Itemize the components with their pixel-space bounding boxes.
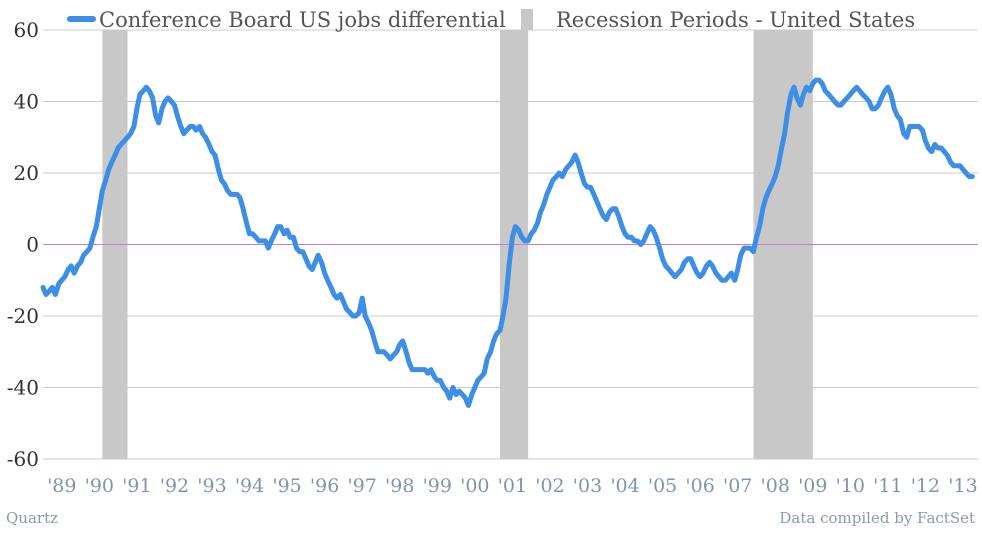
- x-tick-label: '97: [347, 475, 376, 497]
- x-tick-label: '98: [385, 475, 414, 497]
- series-line-jobs-differential: [40, 77, 975, 408]
- source-left-label: Quartz: [6, 509, 58, 527]
- x-tick-label: '90: [85, 475, 114, 497]
- legend-label-recession: Recession Periods - United States: [556, 8, 915, 32]
- y-tick-label: 40: [14, 90, 39, 114]
- x-tick-label: '93: [197, 475, 226, 497]
- x-tick-label: '02: [535, 475, 564, 497]
- legend-recession-swatch: [521, 9, 533, 30]
- y-tick-label: 60: [14, 18, 39, 42]
- y-tick-label: 0: [26, 233, 39, 257]
- x-tick-label: '09: [798, 475, 827, 497]
- legend-label-jobs-differential: Conference Board US jobs differential: [99, 8, 506, 32]
- y-tick-label: -40: [7, 376, 39, 400]
- x-tick-label: '07: [723, 475, 752, 497]
- source-right-label: Data compiled by FactSet: [779, 509, 975, 527]
- x-tick-label: '94: [235, 475, 264, 497]
- y-tick-label: -60: [7, 447, 39, 471]
- x-tick-label: '03: [573, 475, 602, 497]
- legend: Conference Board US jobs differential Re…: [67, 8, 915, 32]
- x-tick-label: '00: [460, 475, 489, 497]
- x-tick-label: '13: [948, 475, 977, 497]
- x-tick-label: '12: [911, 475, 940, 497]
- x-tick-label: '10: [836, 475, 865, 497]
- x-tick-label: '05: [648, 475, 677, 497]
- y-tick-label: -20: [7, 304, 39, 328]
- x-tick-label: '01: [498, 475, 527, 497]
- x-tick-label: '92: [160, 475, 189, 497]
- x-axis-ticks: '89 '90 '91 '92 '93 '94 '95 '96 '97 '98 '99 '00 '01 '…: [47, 475, 978, 497]
- y-tick-label: 20: [14, 161, 39, 185]
- x-tick-label: '99: [423, 475, 452, 497]
- x-tick-label: '95: [272, 475, 301, 497]
- x-tick-label: '89: [47, 475, 76, 497]
- x-tick-label: '11: [873, 475, 902, 497]
- y-axis-ticks: 60 40 20 0 -20 -40 -60: [7, 18, 39, 471]
- x-tick-label: '06: [685, 475, 714, 497]
- x-tick-label: '91: [122, 475, 151, 497]
- x-tick-label: '96: [310, 475, 339, 497]
- x-tick-label: '04: [610, 475, 639, 497]
- x-tick-label: '08: [761, 475, 790, 497]
